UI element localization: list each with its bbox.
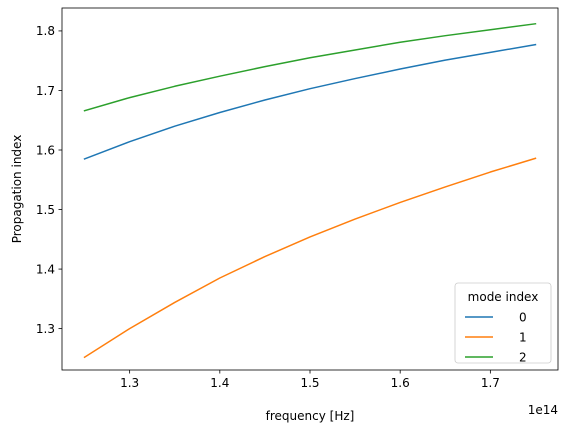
x-tick-label: 1.3 <box>120 376 139 390</box>
legend-box <box>454 282 552 364</box>
x-axis-offset-label: 1e14 <box>528 403 558 417</box>
y-tick-label: 1.6 <box>36 143 55 157</box>
legend-title: mode index <box>468 290 539 304</box>
y-tick-label: 1.8 <box>36 24 55 38</box>
series-line-0 <box>83 43 537 160</box>
y-tick-label: 1.4 <box>36 262 55 276</box>
x-tick-label: 1.5 <box>300 376 319 390</box>
y-tick-label: 1.7 <box>36 84 55 98</box>
y-tick-label: 1.3 <box>36 322 55 336</box>
series-line-1 <box>83 157 537 359</box>
x-axis-ticks: 1.3 1.4 1.5 1.6 1.7 <box>120 370 500 390</box>
x-tick-label: 1.7 <box>481 376 500 390</box>
legend-label-2: 2 <box>519 350 527 364</box>
series-lines <box>83 22 537 359</box>
y-axis-ticks: 1.3 1.4 1.5 1.6 1.7 1.8 <box>36 24 62 336</box>
legend: mode index 0 1 2 <box>454 282 552 364</box>
y-tick-label: 1.5 <box>36 203 55 217</box>
series-line-2 <box>83 22 537 112</box>
legend-items: 0 1 2 <box>465 310 527 364</box>
legend-label-1: 1 <box>519 330 527 344</box>
x-axis-label: frequency [Hz] <box>266 409 355 423</box>
x-tick-label: 1.4 <box>210 376 229 390</box>
x-tick-label: 1.6 <box>391 376 410 390</box>
y-axis-label: Propagation index <box>10 135 24 244</box>
legend-label-0: 0 <box>519 310 527 324</box>
